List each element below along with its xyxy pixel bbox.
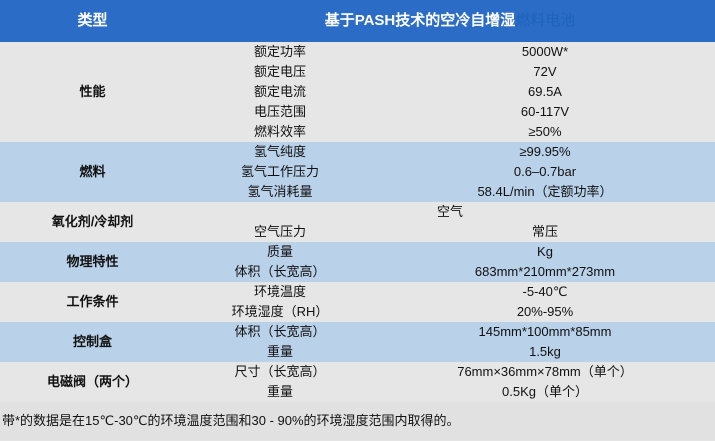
table-row: 电压范围 60-117V [0, 102, 715, 122]
param-value: 145mm*100mm*85mm [375, 322, 715, 342]
param-value: Kg [375, 242, 715, 262]
param-value: 683mm*210mm*273mm [375, 262, 715, 282]
table-row: 重量 0.5Kg（单个） [0, 382, 715, 402]
table-header: 类型 基于PASH技术的空冷自增湿燃料电池 [0, 0, 715, 42]
param-name: 重量 [185, 342, 375, 362]
table-row: 控制盒 体积（长宽高） 145mm*100mm*85mm [0, 322, 715, 362]
param-value: 0.6–0.7bar [375, 162, 715, 182]
param-name: 额定电压 [185, 62, 375, 82]
param-value: -5-40℃ [375, 282, 715, 302]
spec-table: 类型 基于PASH技术的空冷自增湿燃料电池 性能 额定功率 5000W* 额定电压 72… [0, 0, 715, 402]
param-name: 质量 [185, 242, 375, 262]
param-name: 空气压力 [185, 222, 375, 242]
param-name: 燃料效率 [185, 122, 375, 142]
table-row: 体积（长宽高） 683mm*210mm*273mm [0, 262, 715, 282]
param-value: 0.5Kg（单个） [375, 382, 715, 402]
category-cell: 控制盒 [0, 322, 185, 362]
param-name: 氢气纯度 [185, 142, 375, 162]
param-name: 氢气消耗量 [185, 182, 375, 202]
spanned-value: 空气 [185, 202, 715, 222]
table-row: 电磁阀（两个） 尺寸（长宽高） 76mm×36mm×78mm（单个） [0, 362, 715, 402]
param-value: 72V [375, 62, 715, 82]
param-name: 尺寸（长宽高） [185, 362, 375, 382]
category-cell: 氧化剂/冷却剂 [0, 202, 185, 242]
param-value: 5000W* [375, 42, 715, 62]
table-row: 物理特性 质量 Kg [0, 242, 715, 282]
param-value: 60-117V [375, 102, 715, 122]
table-row: 氢气消耗量 58.4L/min（定额功率） [0, 182, 715, 202]
param-name: 环境湿度（RH） [185, 302, 375, 322]
category-cell: 电磁阀（两个） [0, 362, 185, 402]
table-row: 燃料 氢气纯度 ≥99.95% [0, 142, 715, 202]
param-name: 氢气工作压力 [185, 162, 375, 182]
product-title: 基于PASH技术的空冷自增湿燃料电池 [185, 0, 715, 42]
param-value: 69.5A [375, 82, 715, 102]
table-row: 空气压力 常压 [0, 222, 715, 242]
table-row: 额定电流 69.5A [0, 82, 715, 102]
footnote: 带*的数据是在15℃-30℃的环境温度范围和30 - 90%的环境湿度范围内取得… [0, 402, 715, 440]
table-row: 燃料效率 ≥50% [0, 122, 715, 142]
param-name: 额定电流 [185, 82, 375, 102]
table-row: 环境湿度（RH） 20%-95% [0, 302, 715, 322]
param-value: 76mm×36mm×78mm（单个） [375, 362, 715, 382]
title-main: 基于PASH技术的空冷自增湿 [324, 12, 516, 29]
param-name: 环境温度 [185, 282, 375, 302]
param-value: ≥99.95% [375, 142, 715, 162]
param-name: 体积（长宽高） [185, 322, 375, 342]
type-header: 类型 [0, 0, 185, 42]
table-row: 性能 额定功率 5000W* [0, 42, 715, 142]
param-name: 重量 [185, 382, 375, 402]
category-cell: 物理特性 [0, 242, 185, 282]
param-value: 20%-95% [375, 302, 715, 322]
param-value: 58.4L/min（定额功率） [375, 182, 715, 202]
table-row: 氢气工作压力 0.6–0.7bar [0, 162, 715, 182]
title-highlight: 燃料电池 [515, 12, 576, 29]
param-name: 体积（长宽高） [185, 262, 375, 282]
param-value: 常压 [375, 222, 715, 242]
table-row: 额定电压 72V [0, 62, 715, 82]
param-value: 1.5kg [375, 342, 715, 362]
param-value: ≥50% [375, 122, 715, 142]
category-cell: 工作条件 [0, 282, 185, 322]
param-name: 额定功率 [185, 42, 375, 62]
category-cell: 燃料 [0, 142, 185, 202]
category-cell: 性能 [0, 42, 185, 142]
param-name: 电压范围 [185, 102, 375, 122]
table-row: 氧化剂/冷却剂 空气 [0, 202, 715, 242]
table-row: 工作条件 环境温度 -5-40℃ [0, 282, 715, 322]
table-row: 重量 1.5kg [0, 342, 715, 362]
